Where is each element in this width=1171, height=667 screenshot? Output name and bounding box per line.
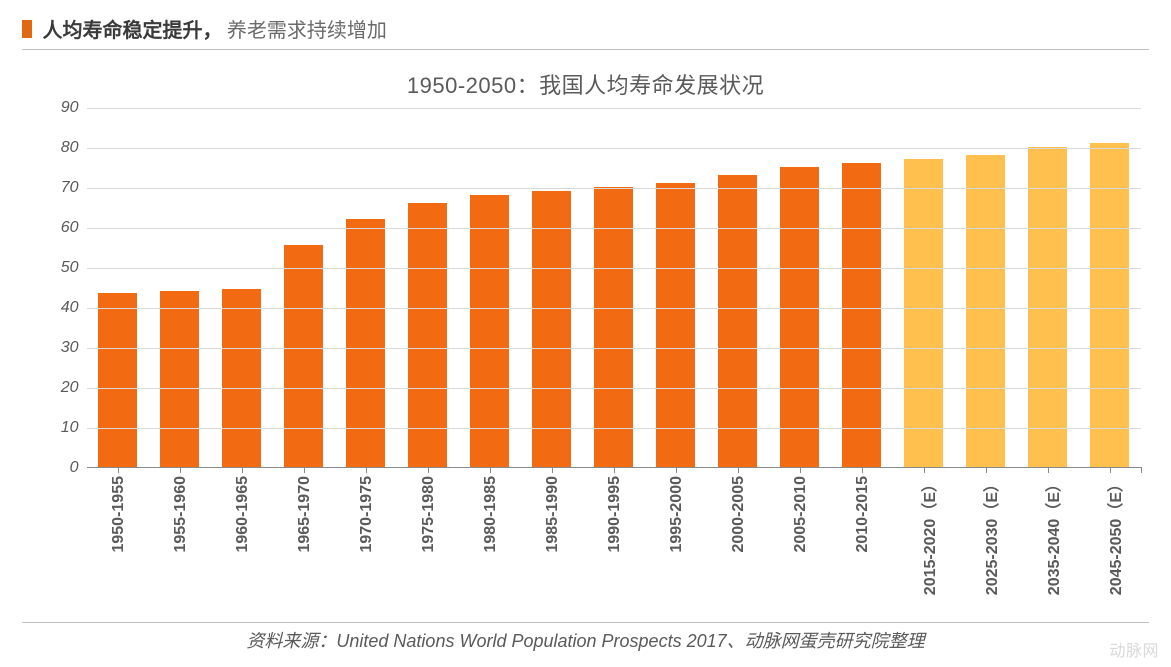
chart-y-tick-label: 30 <box>39 339 79 357</box>
chart-x-label: 1990-1995 <box>606 476 624 553</box>
chart-bar <box>98 293 136 467</box>
chart-gridline <box>87 108 1141 109</box>
footer-rule <box>22 622 1149 623</box>
chart-bar <box>780 167 818 467</box>
chart-x-label: 2000-2005 <box>730 476 748 553</box>
chart-bar <box>532 191 570 467</box>
chart-x-label: 1955-1960 <box>172 476 190 553</box>
chart-gridline <box>87 428 1141 429</box>
chart-bar <box>966 155 1004 467</box>
chart-x-label: 2010-2015 <box>854 476 872 553</box>
chart-x-tick-mark <box>1141 467 1142 473</box>
chart-y-tick-label: 80 <box>39 139 79 157</box>
source-text: United Nations World Population Prospect… <box>336 631 924 651</box>
chart-bar <box>284 245 322 467</box>
chart-gridline <box>87 308 1141 309</box>
chart-bar <box>222 289 260 467</box>
source-prefix: 资料来源： <box>246 631 336 651</box>
chart-y-tick-label: 20 <box>39 379 79 397</box>
header: 人均寿命稳定提升， 养老需求持续增加 <box>22 14 1149 50</box>
chart-y-tick-label: 90 <box>39 99 79 117</box>
chart-x-label: 2015-2020（E） <box>916 476 940 595</box>
chart-y-tick-label: 60 <box>39 219 79 237</box>
chart-title: 1950-2050：我国人均寿命发展状况 <box>22 68 1149 100</box>
chart-gridline <box>87 388 1141 389</box>
chart-x-label: 2025-2030（E） <box>978 476 1002 595</box>
chart-x-label: 2005-2010 <box>792 476 810 553</box>
source-line: 资料来源：United Nations World Population Pro… <box>22 627 1149 659</box>
chart-bar <box>842 163 880 467</box>
chart-plot-area: 0102030405060708090 <box>87 108 1141 468</box>
chart-y-tick-label: 50 <box>39 259 79 277</box>
chart-gridline <box>87 148 1141 149</box>
chart-x-label: 2045-2050（E） <box>1102 476 1126 595</box>
chart-x-label: 1965-1970 <box>296 476 314 553</box>
chart-x-label: 1985-1990 <box>544 476 562 553</box>
header-accent-block <box>22 20 32 38</box>
chart-y-tick-label: 10 <box>39 419 79 437</box>
chart-x-label: 1950-1955 <box>110 476 128 553</box>
chart-x-label: 1995-2000 <box>668 476 686 553</box>
chart-bar <box>1028 147 1066 467</box>
chart: 0102030405060708090 1950-19551955-196019… <box>31 108 1141 618</box>
chart-bar <box>904 159 942 467</box>
chart-bar <box>656 183 694 467</box>
chart-bar <box>470 195 508 467</box>
slide-root: 人均寿命稳定提升， 养老需求持续增加 1950-2050：我国人均寿命发展状况 … <box>0 0 1171 667</box>
chart-gridline <box>87 228 1141 229</box>
chart-y-tick-label: 70 <box>39 179 79 197</box>
chart-gridline <box>87 268 1141 269</box>
chart-gridline <box>87 348 1141 349</box>
chart-x-label: 2035-2040（E） <box>1040 476 1064 595</box>
chart-x-label: 1980-1985 <box>482 476 500 553</box>
chart-y-tick-label: 40 <box>39 299 79 317</box>
header-bold-text: 人均寿命稳定提升， <box>42 20 222 42</box>
chart-x-label: 1970-1975 <box>358 476 376 553</box>
chart-x-label: 1960-1965 <box>234 476 252 553</box>
chart-bar <box>594 187 632 467</box>
chart-bar <box>346 219 384 467</box>
chart-gridline <box>87 188 1141 189</box>
chart-x-labels: 1950-1955 1955-1960 1960-1965 1965-1970 1970… <box>87 468 1141 618</box>
chart-y-tick-label: 0 <box>39 459 79 477</box>
chart-bars-layer <box>87 108 1141 467</box>
chart-bar <box>1090 143 1128 467</box>
header-light-text: 养老需求持续增加 <box>227 20 387 42</box>
chart-x-label: 1975-1980 <box>420 476 438 553</box>
chart-bar <box>160 291 198 467</box>
chart-bar <box>718 175 756 467</box>
